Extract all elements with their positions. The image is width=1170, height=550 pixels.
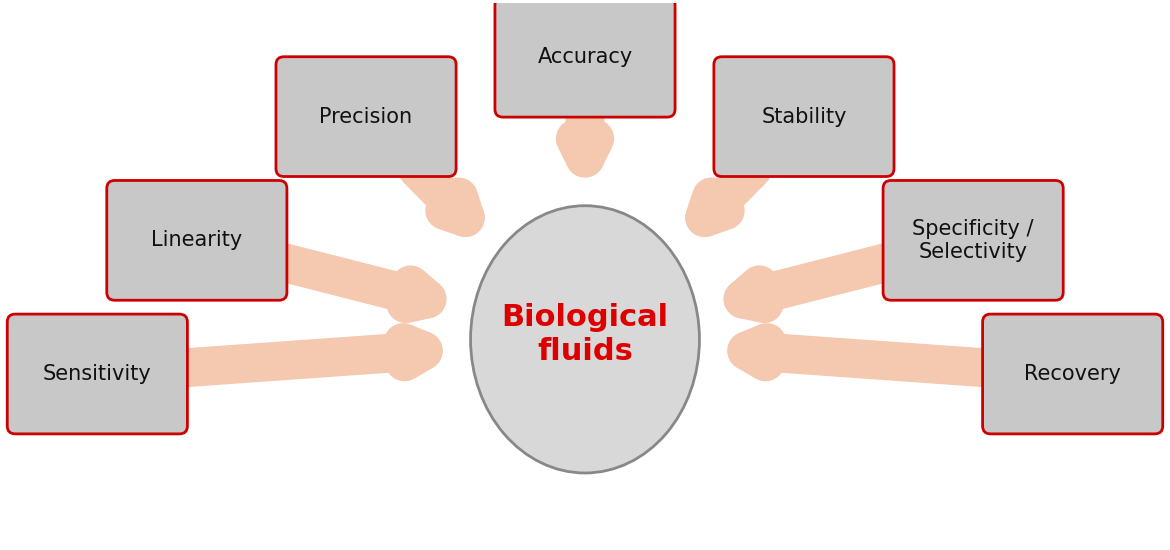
Text: Recovery: Recovery [1024,364,1121,384]
Text: Accuracy: Accuracy [537,47,633,67]
Text: Biological
fluids: Biological fluids [502,303,668,366]
FancyBboxPatch shape [106,180,287,300]
FancyBboxPatch shape [983,314,1163,434]
FancyBboxPatch shape [883,180,1064,300]
FancyBboxPatch shape [495,0,675,117]
Text: Precision: Precision [319,107,413,126]
Text: Specificity /
Selectivity: Specificity / Selectivity [913,219,1034,262]
FancyBboxPatch shape [7,314,187,434]
FancyBboxPatch shape [276,57,456,177]
FancyBboxPatch shape [714,57,894,177]
Ellipse shape [470,206,700,473]
Text: Sensitivity: Sensitivity [43,364,152,384]
Text: Stability: Stability [762,107,847,126]
Text: Linearity: Linearity [151,230,242,250]
